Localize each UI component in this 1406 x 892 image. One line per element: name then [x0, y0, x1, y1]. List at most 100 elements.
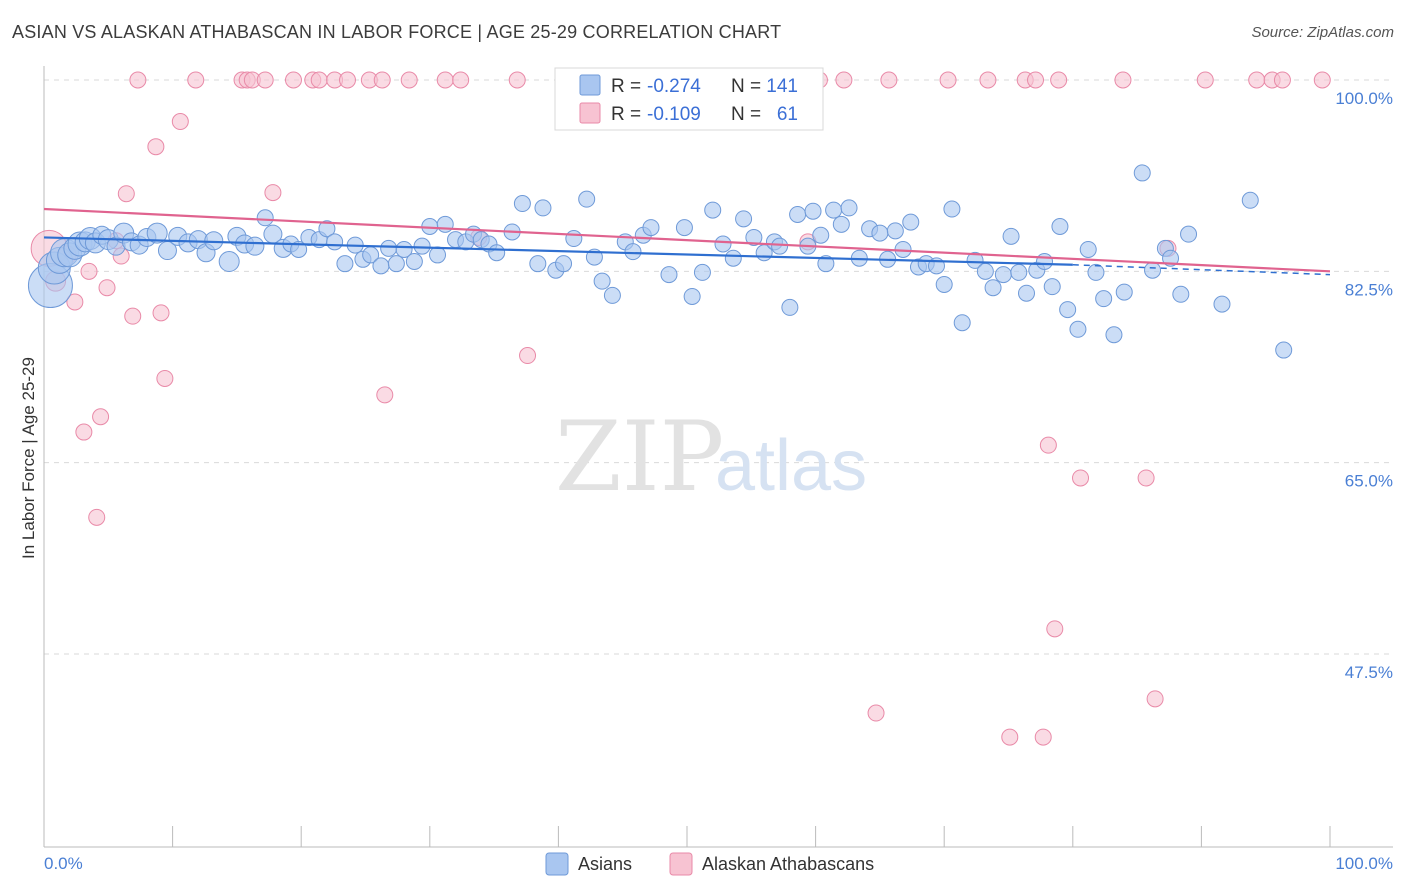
alaskan-point [1146, 690, 1164, 708]
alaskan-point [156, 369, 174, 387]
asian-point [660, 266, 678, 284]
alaskan-point [152, 304, 170, 322]
alaskan-point [452, 71, 470, 89]
alaskan-point [187, 71, 205, 89]
bottom-legend-swatch-asians [545, 852, 569, 876]
asian-point [436, 215, 454, 233]
asian-point [336, 255, 354, 273]
asian-point [714, 235, 732, 253]
alaskan-point [880, 71, 898, 89]
y-tick-label: 82.5% [1345, 280, 1393, 299]
asian-point [825, 201, 843, 219]
asian-point [565, 230, 583, 248]
asian-trend-line [43, 236, 1073, 266]
chart-title: ASIAN VS ALASKAN ATHABASCAN IN LABOR FOR… [12, 22, 782, 42]
alaskan-point [1137, 469, 1155, 487]
alaskan-point [1072, 469, 1090, 487]
alaskan-point [310, 71, 328, 89]
asian-point [245, 236, 265, 256]
alaskan-point [92, 408, 110, 426]
asian-point [675, 219, 693, 237]
alaskan-point [1313, 71, 1331, 89]
alaskan-point [1050, 71, 1068, 89]
alaskan-point [147, 138, 165, 156]
legend-r-value-alaskan: -0.109 [647, 104, 701, 125]
asian-point [817, 255, 835, 273]
asian-point [1010, 263, 1028, 281]
axes [43, 66, 1393, 848]
y-tick-label: 65.0% [1345, 472, 1393, 491]
asian-point [943, 200, 961, 218]
alaskan-point [979, 71, 997, 89]
asian-point [380, 239, 398, 257]
legend-r-value-asians: -0.274 [647, 76, 701, 97]
asian-point [1043, 278, 1061, 296]
legend-swatch-alaskan [579, 102, 601, 124]
legend-n-value-asians: 141 [766, 76, 798, 97]
asian-point [593, 272, 611, 290]
y-axis-title: In Labor Force | Age 25-29 [19, 357, 38, 559]
asian-point [771, 237, 789, 255]
alaskan-point [256, 71, 274, 89]
asian-point [642, 219, 660, 237]
alaskan-point [1039, 436, 1057, 454]
alaskan-point [1114, 71, 1132, 89]
asian-point [318, 220, 336, 238]
asian-point [578, 190, 596, 208]
alaskan-point [1196, 71, 1214, 89]
alaskan-point [66, 293, 84, 311]
asian-point [994, 266, 1012, 284]
asian-point [1095, 290, 1113, 308]
asian-point [529, 255, 547, 273]
asian-point [1133, 164, 1151, 182]
alaskan-point [1273, 71, 1291, 89]
asian-points [27, 164, 1293, 359]
bottom-legend-asians: Asians [578, 854, 632, 874]
alaskan-point [1046, 620, 1064, 638]
alaskan-point [519, 347, 537, 365]
bottom-legend: Asians Alaskan Athabascans [545, 852, 874, 876]
asian-point [1069, 320, 1087, 338]
asian-point [735, 210, 753, 228]
y-tick-labels: 47.5% 65.0% 82.5% 100.0% [1335, 89, 1393, 682]
asian-point [804, 202, 822, 220]
bottom-legend-swatch-alaskan [669, 852, 693, 876]
legend-swatch-asians [579, 74, 601, 96]
asian-point [326, 233, 344, 251]
asian-point [1002, 227, 1020, 245]
x-tick-label-min: 0.0% [44, 854, 83, 873]
asian-point [405, 252, 423, 270]
asian-point [1180, 225, 1198, 243]
asian-point [372, 257, 390, 275]
alaskan-point [98, 279, 116, 297]
legend-box: R = -0.274 N = 141 R = -0.109 N = 61 [554, 67, 824, 131]
alaskan-point [88, 508, 106, 526]
alaskan-point [171, 113, 189, 131]
asian-point [624, 243, 642, 261]
asian-point [781, 298, 799, 316]
asian-point [488, 244, 506, 262]
alaskan-point [508, 71, 526, 89]
asian-point [256, 209, 274, 227]
asian-point [1213, 295, 1231, 313]
asian-point [812, 226, 830, 244]
alaskan-point [436, 71, 454, 89]
alaskan-point [1027, 71, 1045, 89]
asian-point [724, 249, 742, 267]
asian-point [1241, 191, 1259, 209]
alaskan-point [124, 307, 142, 325]
watermark: ZIP atlas [555, 401, 867, 513]
asian-point [745, 228, 763, 246]
bottom-legend-alaskan: Alaskan Athabascans [702, 854, 874, 874]
asian-point [840, 199, 858, 217]
legend-n-value-alaskan: 61 [777, 104, 798, 125]
asian-point [1036, 252, 1054, 270]
alaskan-point [1001, 728, 1019, 746]
source-label: Source: ZipAtlas.com [1251, 24, 1394, 41]
asian-point [387, 255, 405, 273]
alaskan-point [264, 184, 282, 202]
legend-r-label-asians: R = [611, 76, 641, 97]
asian-point [1051, 218, 1069, 236]
asian-trend-extension [1072, 264, 1331, 276]
